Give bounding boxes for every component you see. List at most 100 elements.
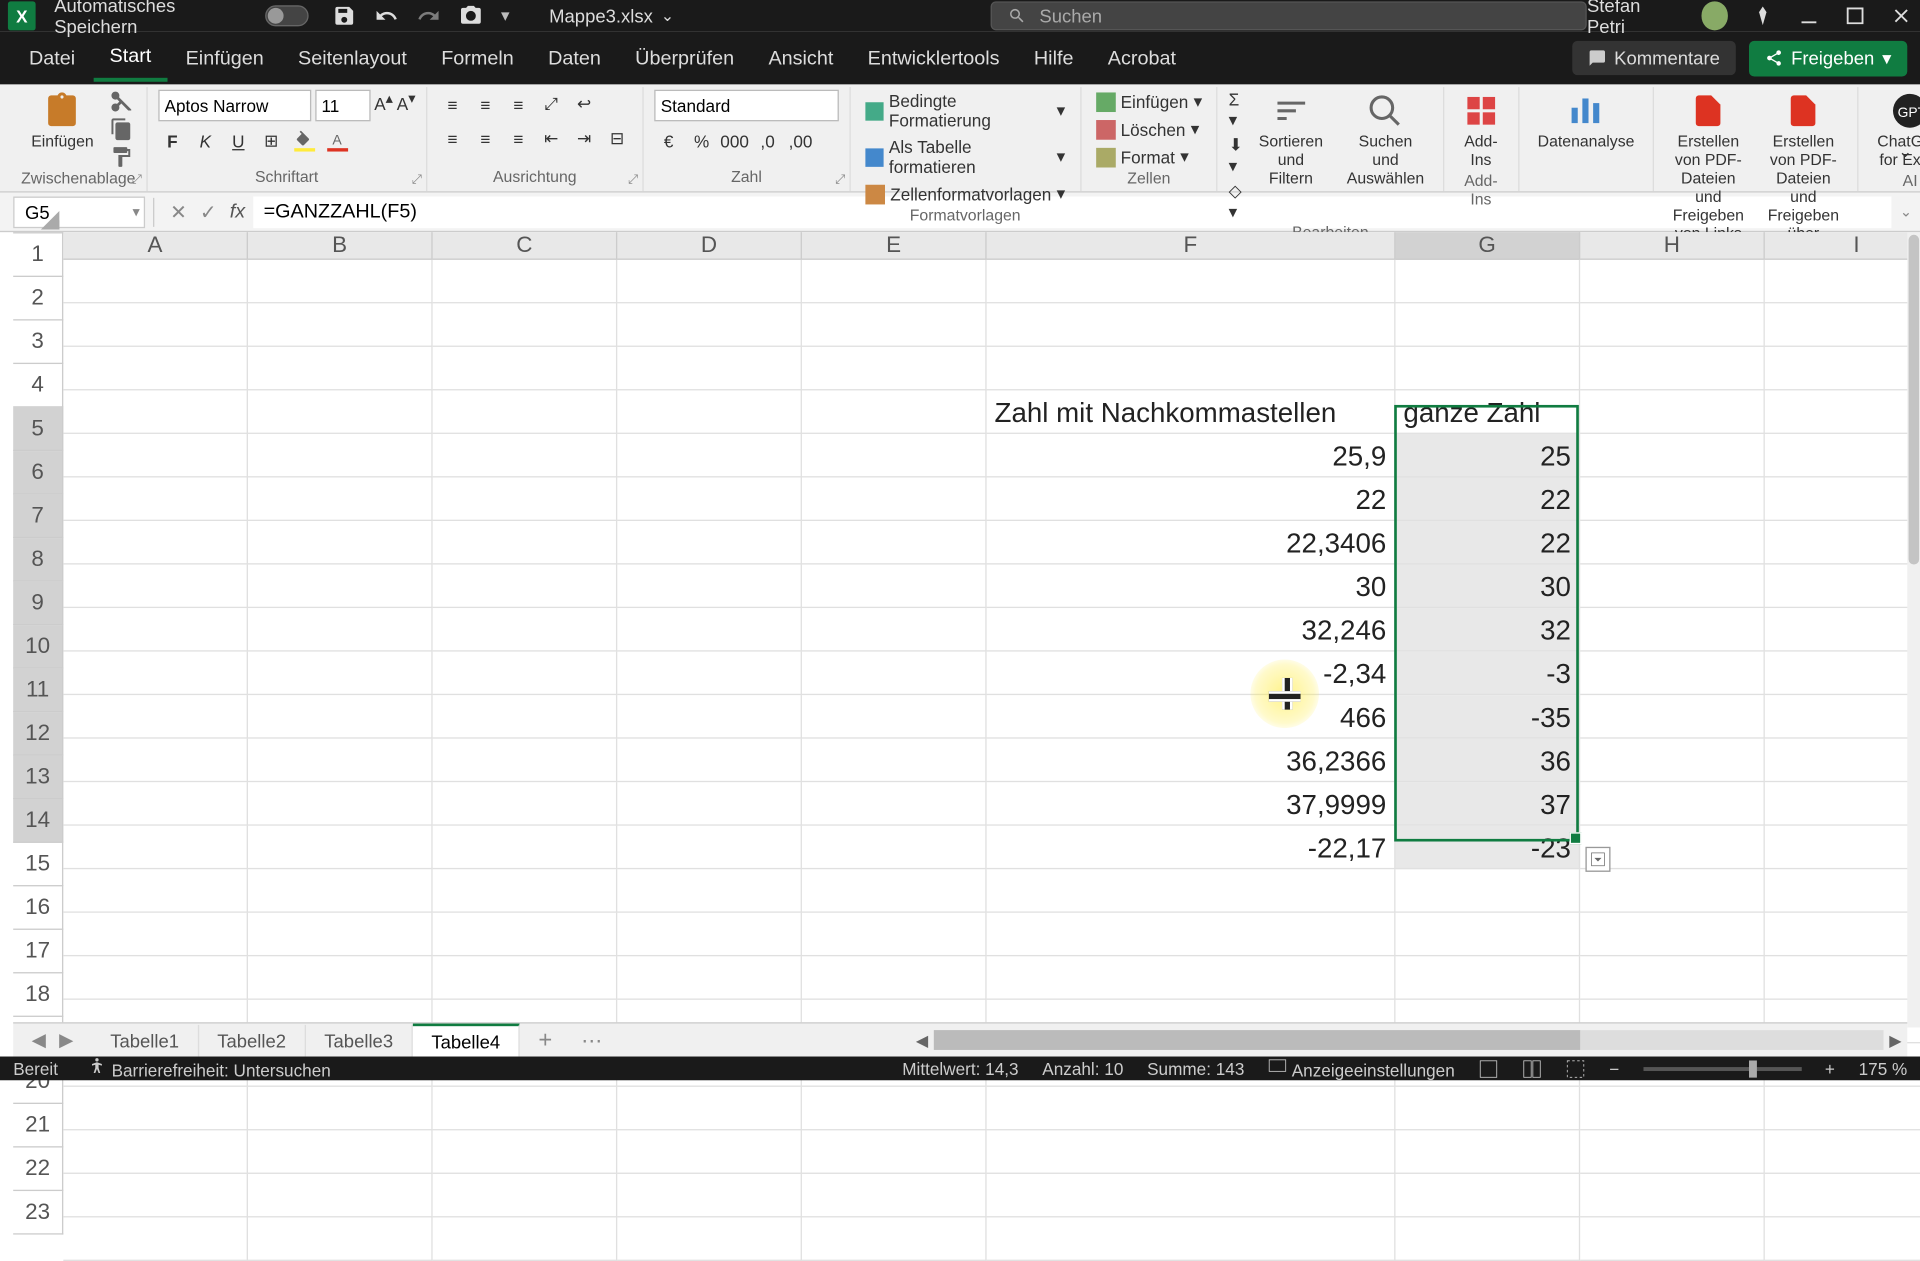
cell[interactable]	[802, 434, 987, 478]
cell[interactable]	[1580, 1130, 1765, 1174]
fill-icon[interactable]: ⬇ ▾	[1229, 135, 1243, 177]
cell[interactable]	[63, 1130, 248, 1174]
cell[interactable]	[1765, 434, 1920, 478]
minimize-icon[interactable]	[1798, 4, 1820, 28]
row-header[interactable]: 11	[13, 669, 63, 713]
cell[interactable]	[1765, 521, 1920, 565]
cell[interactable]: 466	[987, 695, 1396, 739]
row-header[interactable]: 22	[13, 1148, 63, 1192]
cell[interactable]	[248, 390, 433, 434]
cell-styles-button[interactable]: Zellenformatvorlagen ▾	[861, 182, 1069, 206]
search-box[interactable]: Suchen	[991, 1, 1587, 30]
select-all-corner[interactable]	[13, 232, 63, 233]
autosave-toggle[interactable]: Automatisches Speichern	[54, 0, 308, 37]
cell[interactable]	[1396, 956, 1581, 1000]
cell[interactable]	[1580, 303, 1765, 347]
pdf-link-button[interactable]: Erstellen von PDF-Dateien und Freigeben …	[1665, 90, 1752, 246]
cell[interactable]	[1765, 477, 1920, 521]
row-header[interactable]: 9	[13, 582, 63, 626]
cell[interactable]	[1765, 956, 1920, 1000]
cell[interactable]	[63, 260, 248, 304]
tab-pagelayout[interactable]: Seitenlayout	[282, 36, 423, 80]
cell[interactable]	[248, 956, 433, 1000]
cell[interactable]	[1396, 1174, 1581, 1218]
cell[interactable]	[802, 956, 987, 1000]
cell[interactable]	[433, 1087, 618, 1131]
cell[interactable]	[1580, 782, 1765, 826]
zoom-in-icon[interactable]: +	[1825, 1058, 1835, 1078]
wrap-text-icon[interactable]: ↩	[570, 90, 599, 119]
cell[interactable]	[248, 652, 433, 696]
row-header[interactable]: 7	[13, 495, 63, 539]
cell[interactable]: 37	[1396, 782, 1581, 826]
column-header[interactable]: F	[987, 232, 1396, 260]
launcher-icon[interactable]: ⤢	[132, 173, 143, 188]
cell[interactable]	[433, 695, 618, 739]
column-header[interactable]: E	[802, 232, 987, 260]
name-box[interactable]: G5 ▾	[13, 196, 145, 228]
italic-icon[interactable]: K	[191, 127, 220, 156]
cell[interactable]	[1396, 347, 1581, 391]
cell[interactable]	[987, 956, 1396, 1000]
tab-file[interactable]: Datei	[13, 36, 91, 80]
cell[interactable]	[617, 782, 802, 826]
ribbon-collapse-icon[interactable]: ⌄	[1898, 141, 1912, 162]
cell[interactable]	[1765, 1087, 1920, 1131]
cell[interactable]	[617, 1174, 802, 1218]
cell[interactable]	[1765, 1217, 1920, 1261]
cell[interactable]	[63, 390, 248, 434]
cell[interactable]	[802, 913, 987, 957]
display-settings[interactable]: Anzeigeeinstellungen	[1268, 1057, 1455, 1081]
cell[interactable]	[248, 521, 433, 565]
cell[interactable]	[987, 913, 1396, 957]
cell[interactable]	[617, 608, 802, 652]
cell[interactable]	[248, 477, 433, 521]
cell[interactable]	[248, 434, 433, 478]
enter-icon[interactable]: ✓	[200, 200, 217, 224]
cell[interactable]	[987, 260, 1396, 304]
zoom-level[interactable]: 175 %	[1859, 1058, 1908, 1078]
sheet-tab[interactable]: Tabelle1	[92, 1024, 199, 1056]
zoom-slider[interactable]	[1643, 1066, 1801, 1070]
cell[interactable]	[617, 956, 802, 1000]
tab-review[interactable]: Überprüfen	[619, 36, 750, 80]
cell[interactable]	[802, 1174, 987, 1218]
qat-overflow-icon[interactable]: ▾	[501, 5, 510, 26]
cell[interactable]: -2,34	[987, 652, 1396, 696]
align-bottom-icon[interactable]: ≡	[504, 90, 533, 119]
cell[interactable]	[802, 608, 987, 652]
close-icon[interactable]	[1890, 4, 1912, 28]
cell[interactable]	[802, 695, 987, 739]
row-header[interactable]: 13	[13, 756, 63, 800]
cell[interactable]	[1396, 1087, 1581, 1131]
cell[interactable]	[1765, 260, 1920, 304]
merge-icon[interactable]: ⊟	[603, 124, 632, 153]
cell[interactable]	[63, 652, 248, 696]
cell[interactable]	[1580, 608, 1765, 652]
cell[interactable]	[617, 1217, 802, 1261]
cell[interactable]	[802, 652, 987, 696]
cell[interactable]	[433, 303, 618, 347]
dec-decimal-icon[interactable]: ,00	[786, 127, 815, 156]
cell[interactable]: ganze Zahl	[1396, 390, 1581, 434]
cell[interactable]	[248, 260, 433, 304]
cell[interactable]	[617, 913, 802, 957]
cell[interactable]	[802, 826, 987, 870]
formula-input[interactable]: =GANZZAHL(F5)	[253, 196, 1891, 228]
cell[interactable]: Zahl mit Nachkommastellen	[987, 390, 1396, 434]
horizontal-scrollbar[interactable]: ◀▶	[910, 1028, 1907, 1052]
cell[interactable]	[433, 1130, 618, 1174]
cell[interactable]	[63, 869, 248, 913]
cell[interactable]	[1396, 1130, 1581, 1174]
cell[interactable]	[248, 913, 433, 957]
page-break-view-icon[interactable]	[1566, 1058, 1586, 1078]
cell[interactable]	[802, 1217, 987, 1261]
chevron-down-icon[interactable]: ▾	[133, 203, 140, 220]
cell[interactable]	[1765, 826, 1920, 870]
cell[interactable]: -35	[1396, 695, 1581, 739]
table-format-button[interactable]: Als Tabelle formatieren ▾	[861, 136, 1069, 178]
cut-icon[interactable]	[110, 90, 134, 114]
cell[interactable]	[433, 1217, 618, 1261]
cell[interactable]	[433, 347, 618, 391]
cell[interactable]	[617, 477, 802, 521]
